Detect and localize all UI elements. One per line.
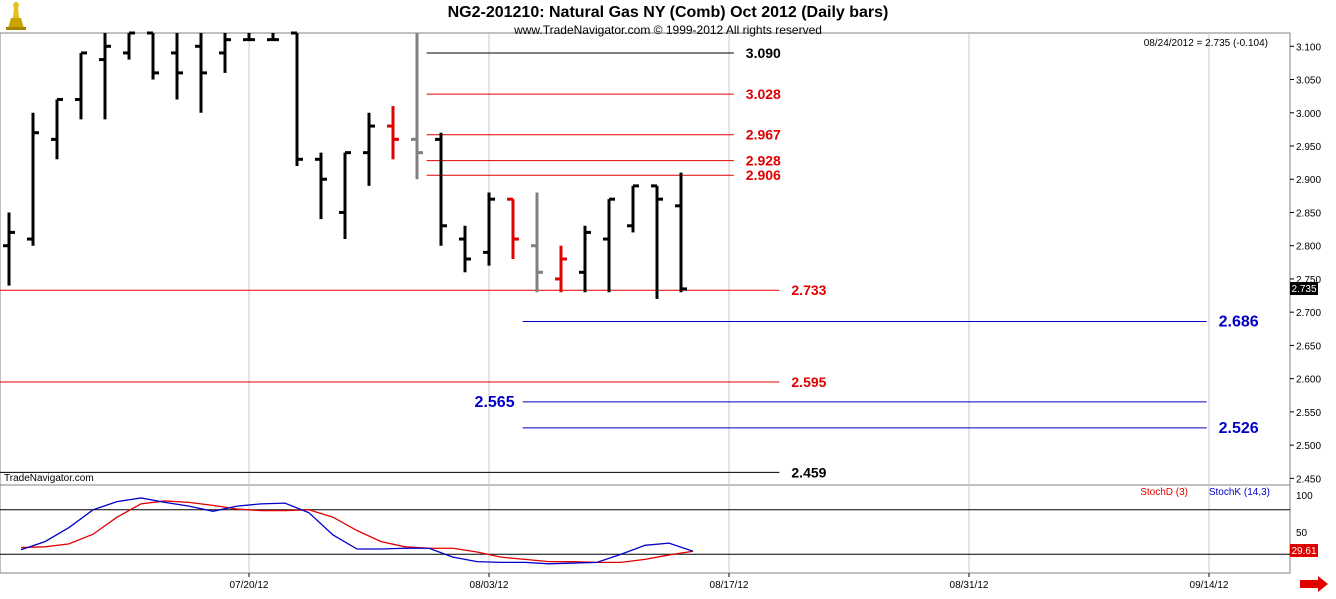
ohlc-bar	[195, 33, 207, 113]
y-tick-label: 2.900	[1296, 175, 1321, 186]
level-label: 3.028	[746, 86, 781, 102]
legend-stochk: StochK (14,3)	[1209, 487, 1270, 498]
ohlc-bar	[219, 33, 231, 73]
ohlc-bar	[291, 31, 303, 166]
last-price-tag: 2.735	[1290, 282, 1318, 295]
ohlc-bar	[435, 132, 447, 246]
ohlc-bar	[411, 33, 423, 180]
last-value-readout: 08/24/2012 = 2.735 (-0.104)	[1144, 38, 1268, 49]
ohlc-bar	[315, 152, 327, 220]
x-tick-label: 08/03/12	[470, 580, 509, 591]
level-label: 2.565	[475, 394, 515, 411]
y-tick-label: 2.700	[1296, 308, 1321, 319]
ohlc-bar	[627, 184, 639, 233]
y-tick-label: 2.600	[1296, 375, 1321, 386]
x-tick-label: 07/20/12	[230, 580, 269, 591]
y-tick-label: 3.050	[1296, 76, 1321, 87]
ohlc-bar	[243, 33, 255, 42]
ohlc-bar	[171, 33, 183, 100]
y-tick-label: 2.450	[1296, 474, 1321, 485]
ohlc-bar	[531, 192, 543, 293]
y-tick-label: 2.950	[1296, 142, 1321, 153]
ohlc-bar	[507, 197, 519, 259]
ohlc-bar	[123, 31, 135, 60]
level-label: 3.090	[746, 45, 781, 61]
ohlc-bar	[651, 184, 663, 299]
ohlc-bar	[267, 33, 279, 42]
y-tick-label: 2.750	[1296, 275, 1321, 286]
ohlc-bar	[27, 112, 39, 246]
scroll-right-arrow-icon[interactable]	[1300, 576, 1328, 592]
stoch-last-value-label: 29.61	[1291, 546, 1316, 557]
y-tick-label: 2.550	[1296, 408, 1321, 419]
level-label: 2.526	[1219, 420, 1259, 437]
legend-stochd: StochD (3)	[1140, 487, 1188, 498]
level-label: 2.459	[791, 464, 826, 480]
level-label: 2.928	[746, 153, 781, 169]
ohlc-bar	[459, 225, 471, 273]
y-tick-label: 2.500	[1296, 441, 1321, 452]
chart-subtitle: www.TradeNavigator.com © 1999-2012 All r…	[513, 23, 822, 37]
stoch-value-tag: 29.61	[1290, 544, 1318, 557]
ohlc-bar	[339, 151, 351, 240]
stoch-y-tick-label: 50	[1296, 528, 1308, 539]
y-tick-label: 2.650	[1296, 341, 1321, 352]
ohlc-bar	[603, 197, 615, 293]
stoch-y-tick-label: 100	[1296, 491, 1313, 502]
stoch-series-line	[20, 497, 694, 565]
ohlc-bar	[99, 33, 111, 120]
ohlc-bar	[555, 245, 567, 293]
x-tick-label: 08/17/12	[710, 580, 749, 591]
level-label: 2.967	[746, 127, 781, 143]
x-tick-label: 08/31/12	[950, 580, 989, 591]
level-label: 2.733	[791, 282, 826, 298]
ohlc-bar	[363, 112, 375, 186]
level-label: 2.906	[746, 167, 781, 183]
last-price-label: 2.735	[1291, 284, 1316, 295]
ohlc-bar	[75, 51, 87, 120]
stoch-series-line	[20, 500, 694, 563]
ohlc-bar	[51, 97, 63, 160]
tradenavigator-logo-icon	[6, 2, 26, 30]
oscillator-panel	[0, 484, 1291, 574]
ohlc-bar	[579, 225, 591, 293]
ohlc-bar	[483, 192, 495, 266]
y-tick-label: 2.850	[1296, 208, 1321, 219]
level-label: 2.686	[1219, 313, 1259, 330]
level-label: 2.595	[791, 374, 826, 390]
chart-title: NG2-201210: Natural Gas NY (Comb) Oct 20…	[448, 4, 889, 21]
ohlc-bar	[675, 172, 687, 293]
ohlc-bar	[147, 31, 159, 80]
ohlc-bar	[387, 106, 399, 160]
watermark-text: TradeNavigator.com	[4, 473, 94, 484]
y-tick-label: 2.800	[1296, 242, 1321, 253]
price-panel	[0, 32, 1291, 486]
x-tick-label: 09/14/12	[1190, 580, 1229, 591]
y-tick-label: 3.100	[1296, 42, 1321, 53]
y-tick-label: 3.000	[1296, 109, 1321, 120]
ohlc-bar	[3, 212, 15, 286]
